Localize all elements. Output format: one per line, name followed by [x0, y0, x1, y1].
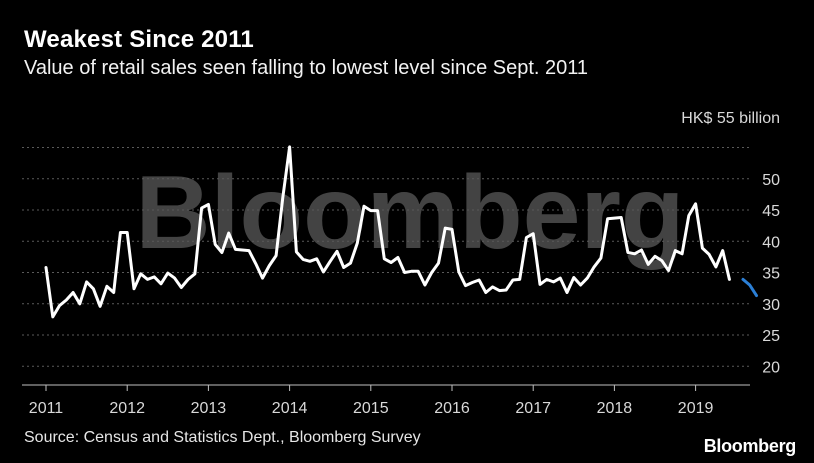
x-tick-label: 2014	[272, 400, 308, 417]
source-note: Source: Census and Statistics Dept., Blo…	[24, 429, 421, 446]
x-tick-label: 2013	[191, 400, 227, 417]
y-tick-label: 45	[762, 203, 780, 220]
x-tick-label: 2015	[353, 400, 389, 417]
bloomberg-logo: Bloomberg	[703, 436, 797, 456]
y-tick-label: 40	[762, 234, 780, 251]
y-tick-label: 25	[762, 328, 780, 345]
x-tick-label: 2019	[678, 400, 714, 417]
y-tick-label: 20	[762, 359, 780, 376]
chart-title: Weakest Since 2011	[24, 26, 254, 53]
y-axis-unit-label: HK$ 55 billion	[681, 110, 780, 127]
bloomberg-watermark: Bloomberg	[136, 155, 685, 271]
x-tick-label: 2017	[515, 400, 551, 417]
y-tick-label: 35	[762, 266, 780, 283]
series-lines	[44, 145, 758, 319]
x-axis: 2011 2012 2013 2014 2015 2016 2017 2018 2019	[22, 384, 750, 417]
actual-series-line	[44, 145, 731, 319]
y-axis: 20 25 30 35 40 45 50	[762, 172, 780, 377]
x-tick-label: 2016	[434, 400, 470, 417]
chart-subtitle: Value of retail sales seen falling to lo…	[24, 57, 589, 79]
y-tick-label: 30	[762, 297, 780, 314]
forecast-series-line	[741, 277, 758, 298]
gridlines	[22, 147, 750, 367]
x-tick-label: 2018	[597, 400, 633, 417]
x-tick-label: 2012	[109, 400, 145, 417]
x-tick-label: 2011	[29, 400, 64, 417]
y-tick-label: 50	[762, 172, 780, 189]
